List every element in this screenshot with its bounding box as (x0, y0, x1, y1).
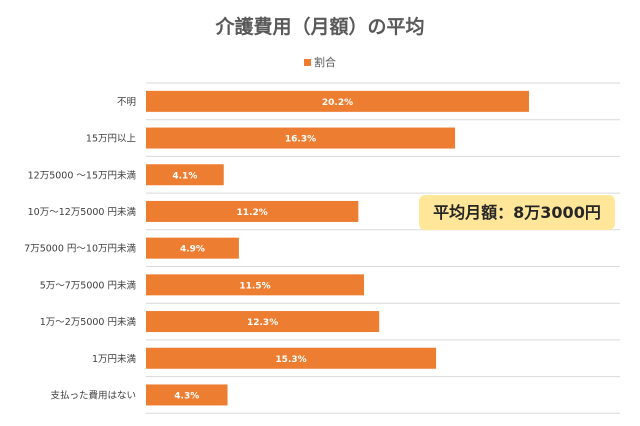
bar (146, 164, 224, 186)
data-label: 16.3% (285, 135, 316, 145)
bar (146, 384, 228, 406)
category-label: 1万円未満 (92, 353, 137, 365)
category-label: 不明 (117, 97, 136, 108)
bars: 20.2% 16.3% 4.1% 11.2% 4.9% 11.5% 12.3% 15.3% 4.… (146, 90, 529, 406)
category-label: 15万円以上 (86, 134, 137, 145)
category-label: 12万5000 〜15万円未満 (28, 169, 137, 181)
data-label: 12.3% (247, 318, 278, 328)
data-label: 4.3% (174, 391, 199, 401)
bar (146, 200, 359, 222)
bar (146, 347, 437, 369)
data-label: 20.2% (322, 98, 353, 108)
data-label: 4.9% (180, 245, 205, 255)
bar (146, 237, 239, 259)
category-label: 1万〜2万5000 円未満 (40, 316, 137, 328)
category-label: 支払った費用はない (50, 389, 136, 401)
bar (146, 90, 529, 112)
legend-swatch (304, 58, 311, 66)
bar (146, 127, 456, 149)
data-label: 4.1% (172, 171, 197, 181)
bar (146, 274, 365, 296)
grid-lines (146, 82, 620, 414)
average-callout: 平均月額：8万3000円 (419, 195, 615, 230)
chart-legend: 割合 (0, 54, 640, 70)
category-label: 7万5000 円〜10万円未満 (24, 243, 136, 255)
data-label: 11.5% (239, 281, 270, 291)
data-label: 11.2% (237, 208, 268, 218)
chart-title: 介護費用（月額）の平均 (215, 16, 425, 38)
category-labels: 不明 15万円以上 12万5000 〜15万円未満 10万〜12万5000 円未満 7万… (24, 97, 136, 402)
data-label: 15.3% (275, 355, 306, 365)
legend-entry: 割合 (314, 56, 336, 69)
bar (146, 311, 380, 333)
category-label: 5万〜7万5000 円未満 (40, 279, 137, 291)
category-label: 10万〜12万5000 円未満 (28, 206, 137, 218)
